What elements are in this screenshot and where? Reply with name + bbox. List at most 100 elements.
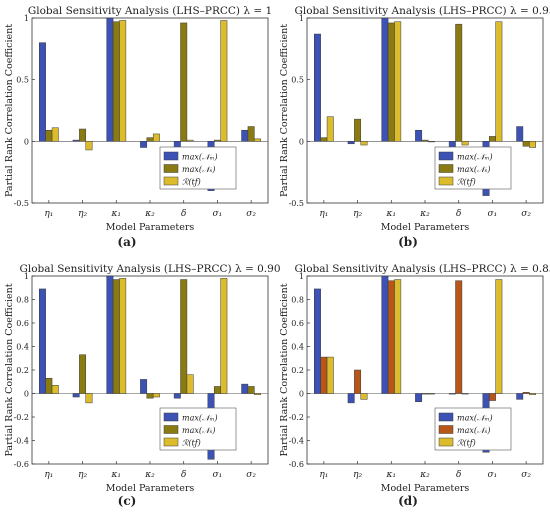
- bar-5-series-2: [455, 280, 463, 394]
- legend-label-2: max(𝒩ₛ): [457, 165, 490, 174]
- legend-swatch-3: [438, 437, 454, 447]
- bar-1-series-1: [39, 42, 46, 142]
- x-tick-label: δ: [181, 209, 186, 219]
- x-axis-label: Model Parameters: [106, 222, 195, 233]
- bar-3-series-2: [112, 279, 120, 394]
- y-tick-label: 0.5: [291, 76, 304, 85]
- y-tick-label: 1: [24, 272, 29, 281]
- bar-4-series-1: [415, 129, 423, 142]
- bar-6-series-3: [495, 279, 503, 394]
- y-tick-label: 0: [299, 137, 304, 146]
- y-tick-label: 1: [24, 14, 29, 23]
- bar-3-series-1: [106, 275, 114, 394]
- chart-panel-1: -0.5 0 0.5 1 η₁ η₂ κ₁ κ₂ δ σ₁ σ₂ Global Sensitivity…: [4, 5, 272, 249]
- y-tick-label: 0.6: [291, 319, 304, 328]
- y-tick-label: -0.5: [14, 199, 29, 208]
- bar-7-series-1: [516, 126, 524, 142]
- bar-7-series-1: [241, 383, 249, 394]
- chart-title: Global Sensitivity Analysis (LHS–PRCC) λ…: [294, 5, 550, 17]
- bar-2-series-3: [85, 141, 93, 151]
- legend-swatch-1: [163, 412, 179, 422]
- x-tick-label: σ₂: [521, 209, 531, 219]
- x-tick-label: δ: [456, 209, 461, 219]
- x-tick-label: σ₁: [213, 470, 223, 480]
- bar-6-series-2: [213, 386, 221, 394]
- bar-1-series-2: [45, 377, 53, 394]
- bar-2-series-1: [72, 139, 80, 142]
- bar-4-series-3: [152, 393, 160, 398]
- x-tick-label: η₁: [44, 470, 53, 480]
- x-tick-label: σ₂: [521, 470, 531, 480]
- y-tick-label: 1: [299, 272, 304, 281]
- y-tick-label: 0.8: [16, 296, 29, 305]
- bar-4-series-3: [152, 133, 160, 142]
- chart-panel-4: -0.6 -0.4 -0.2 0 0.2 0.4 0.6 0.8 1 η₁ η₂ κ₁ κ₂ δ σ₁ σ₂ G…: [279, 263, 550, 508]
- legend-swatch-2: [163, 164, 179, 173]
- bar-1-series-1: [39, 288, 46, 394]
- bar-7-series-2: [522, 141, 530, 147]
- bar-4-series-3: [427, 393, 435, 395]
- bar-4-series-3: [427, 141, 435, 143]
- legend: max(𝒩ₘ) max(𝒩ₛ) ℛ(tƒ): [434, 146, 512, 190]
- y-tick-label: 0.6: [16, 319, 29, 328]
- bar-3-series-1: [381, 275, 389, 394]
- legend-swatch-2: [438, 425, 454, 434]
- x-tick-label: κ₁: [111, 470, 122, 480]
- bar-4-series-2: [146, 137, 154, 142]
- y-tick-label: -0.6: [14, 460, 29, 469]
- bar-4-series-2: [146, 393, 154, 399]
- y-tick-label: 1: [299, 14, 304, 23]
- legend-swatch-1: [438, 151, 454, 161]
- legend-label-3: ℛ(tƒ): [457, 439, 476, 448]
- x-tick-label: κ₂: [419, 470, 430, 480]
- bar-2-series-3: [360, 141, 368, 146]
- x-tick-label: σ₁: [213, 209, 223, 219]
- chart-title: Global Sensitivity Analysis (LHS–PRCC) λ…: [28, 5, 272, 17]
- legend: max(𝒩ₘ) max(𝒩ₛ) ℛ(tƒ): [159, 146, 237, 190]
- y-tick-label: 0: [24, 390, 29, 399]
- bar-5-series-3: [461, 141, 469, 146]
- legend-swatch-3: [163, 437, 179, 447]
- y-tick-label: -0.4: [14, 437, 29, 446]
- bar-7-series-3: [254, 393, 262, 395]
- x-tick-label: η₂: [353, 470, 362, 480]
- bar-7-series-3: [529, 393, 537, 395]
- bar-1-series-3: [326, 356, 334, 394]
- bar-6-series-3: [495, 21, 503, 142]
- panel-label: (c): [118, 494, 137, 508]
- x-tick-label: η₁: [319, 209, 328, 219]
- bar-4-series-1: [140, 379, 148, 394]
- legend-swatch-2: [438, 164, 454, 173]
- bar-5-series-2: [455, 23, 463, 142]
- bar-7-series-2: [247, 126, 255, 142]
- bar-1-series-2: [320, 356, 328, 394]
- legend-swatch-3: [438, 176, 454, 186]
- x-tick-label: σ₁: [488, 470, 498, 480]
- bar-7-series-1: [241, 129, 249, 142]
- bar-7-series-2: [247, 386, 255, 394]
- bar-6-series-2: [488, 393, 496, 401]
- y-tick-label: -0.2: [14, 413, 29, 422]
- y-tick-label: 0.5: [16, 76, 29, 85]
- bar-1-series-1: [314, 33, 321, 142]
- y-tick-label: 0: [24, 137, 29, 146]
- bar-2-series-1: [347, 393, 355, 404]
- x-tick-label: δ: [181, 470, 186, 480]
- bar-4-series-2: [421, 393, 429, 395]
- bar-4-series-2: [421, 139, 429, 142]
- bar-7-series-2: [522, 392, 530, 394]
- y-tick-label: -0.2: [289, 413, 304, 422]
- bar-3-series-3: [394, 21, 402, 142]
- x-tick-label: δ: [456, 470, 461, 480]
- x-tick-label: η₂: [78, 209, 87, 219]
- x-tick-label: κ₁: [386, 209, 397, 219]
- bar-1-series-2: [45, 129, 53, 142]
- x-tick-label: κ₂: [144, 470, 155, 480]
- bar-1-series-2: [320, 137, 328, 142]
- bar-1-series-3: [326, 116, 334, 142]
- x-tick-label: κ₂: [144, 209, 155, 219]
- legend-label-1: max(𝒩ₘ): [182, 414, 218, 423]
- y-axis-label: Partial Rank Correlation Coefficient: [4, 24, 15, 197]
- y-axis-label: Partial Rank Correlation Coefficient: [279, 283, 290, 456]
- legend: max(𝒩ₘ) max(𝒩ₛ) ℛ(tƒ): [434, 407, 512, 451]
